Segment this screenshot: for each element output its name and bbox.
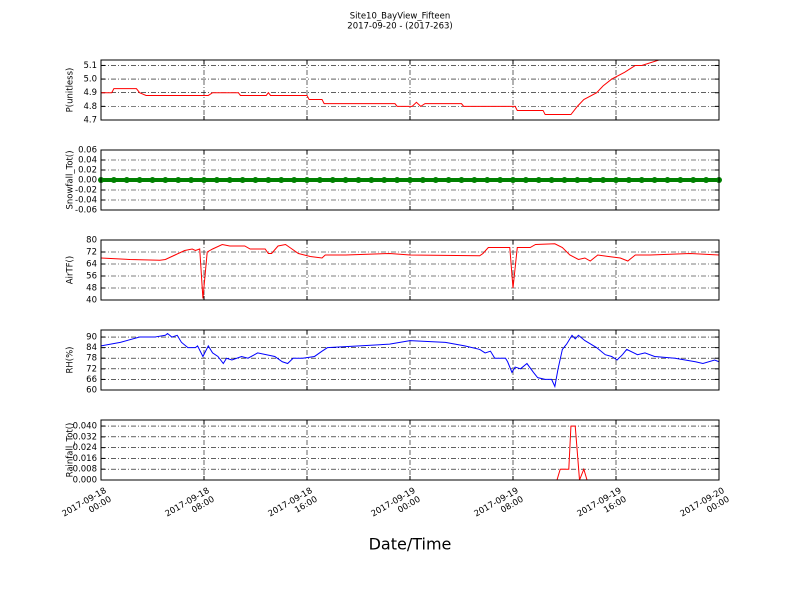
y-axis-label: Rainfall_Tot() — [66, 423, 76, 478]
y-tick-label: 56 — [86, 272, 97, 282]
y-tick-label: 4.9 — [83, 88, 97, 98]
y-tick-label: 4.7 — [83, 116, 97, 126]
y-tick-label: 0.00 — [78, 176, 97, 186]
data-point — [316, 177, 323, 183]
data-point — [175, 177, 182, 183]
y-tick-label: 90 — [86, 333, 97, 343]
y-tick-label: 64 — [86, 260, 97, 270]
y-axis-label: P(unitless) — [66, 68, 76, 113]
y-tick-label: 72 — [86, 248, 97, 258]
plot-frame — [100, 329, 720, 391]
data-point — [522, 177, 529, 183]
data-point — [587, 177, 594, 183]
x-axis-label: Date/Time — [369, 535, 452, 554]
y-tick-label: -0.06 — [75, 206, 97, 216]
data-point — [638, 177, 645, 183]
data-point — [407, 177, 413, 183]
data-point — [291, 177, 298, 183]
y-axis-label: RH(%) — [66, 346, 76, 373]
plot-frame — [100, 419, 720, 481]
data-point — [419, 177, 426, 183]
data-point — [252, 177, 259, 183]
plot-frame — [100, 239, 720, 301]
data-point — [677, 177, 684, 183]
data-point — [381, 177, 388, 183]
y-tick-label: 80 — [86, 236, 97, 246]
data-point — [548, 177, 555, 183]
data-point — [149, 177, 156, 183]
data-point — [329, 177, 336, 183]
data-point — [213, 177, 220, 183]
data-point — [201, 177, 207, 183]
y-tick-label: 0.06 — [78, 146, 97, 156]
data-line — [101, 243, 719, 299]
y-tick-label: 0.032 — [73, 432, 97, 442]
y-tick-label: 66 — [86, 375, 97, 385]
y-tick-label: 72 — [86, 364, 97, 374]
y-tick-label: 60 — [86, 386, 97, 396]
y-tick-label: 40 — [86, 296, 97, 306]
data-point — [445, 177, 452, 183]
y-tick-label: 4.8 — [83, 102, 97, 112]
data-point — [561, 177, 568, 183]
y-tick-label: 0.04 — [78, 156, 97, 166]
data-line — [101, 60, 719, 116]
y-tick-label: 0.02 — [78, 166, 97, 176]
data-line — [101, 332, 719, 389]
data-point — [355, 177, 362, 183]
plot-frame — [100, 59, 720, 121]
y-tick-label: 48 — [86, 284, 97, 294]
data-point — [625, 177, 632, 183]
y-tick-label: 0.016 — [73, 454, 97, 464]
y-tick-label: 0.040 — [73, 422, 97, 432]
data-point — [368, 177, 375, 183]
data-point — [471, 177, 478, 183]
data-point — [136, 177, 143, 183]
data-point — [304, 177, 310, 183]
y-tick-label: 84 — [86, 343, 97, 353]
y-tick-label: 0.000 — [73, 476, 97, 486]
data-point — [394, 177, 401, 183]
data-point — [458, 177, 465, 183]
data-point — [497, 177, 504, 183]
y-tick-label: 78 — [86, 354, 97, 364]
data-point — [239, 177, 246, 183]
data-point — [278, 177, 285, 183]
data-point — [432, 177, 439, 183]
chart-title: Site10_BayView_Fifteen — [350, 12, 451, 22]
y-axis-label: Snowfall_Tot() — [66, 150, 76, 209]
plot-frame — [100, 149, 720, 211]
data-point — [664, 177, 671, 183]
data-point — [613, 177, 619, 183]
data-point — [600, 177, 607, 183]
y-tick-label: 0.024 — [73, 443, 97, 453]
data-point — [510, 177, 516, 183]
y-tick-label: 5.0 — [83, 75, 97, 85]
data-point — [484, 177, 491, 183]
y-tick-label: -0.04 — [75, 196, 97, 206]
data-point — [265, 177, 272, 183]
y-tick-label: 0.008 — [73, 465, 97, 475]
data-point — [690, 177, 697, 183]
data-line — [101, 425, 719, 480]
data-point — [188, 177, 195, 183]
y-axis-label: AirTF() — [66, 256, 76, 284]
data-point — [110, 177, 117, 183]
data-point — [651, 177, 658, 183]
data-point — [226, 177, 233, 183]
data-point — [535, 177, 542, 183]
data-point — [123, 177, 130, 183]
y-tick-label: 5.1 — [83, 61, 97, 71]
data-point — [342, 177, 349, 183]
data-point — [574, 177, 581, 183]
chart-subtitle: 2017-09-20 - (2017-263) — [347, 22, 452, 32]
data-point — [162, 177, 169, 183]
y-tick-label: -0.02 — [75, 186, 97, 196]
data-point — [703, 177, 710, 183]
